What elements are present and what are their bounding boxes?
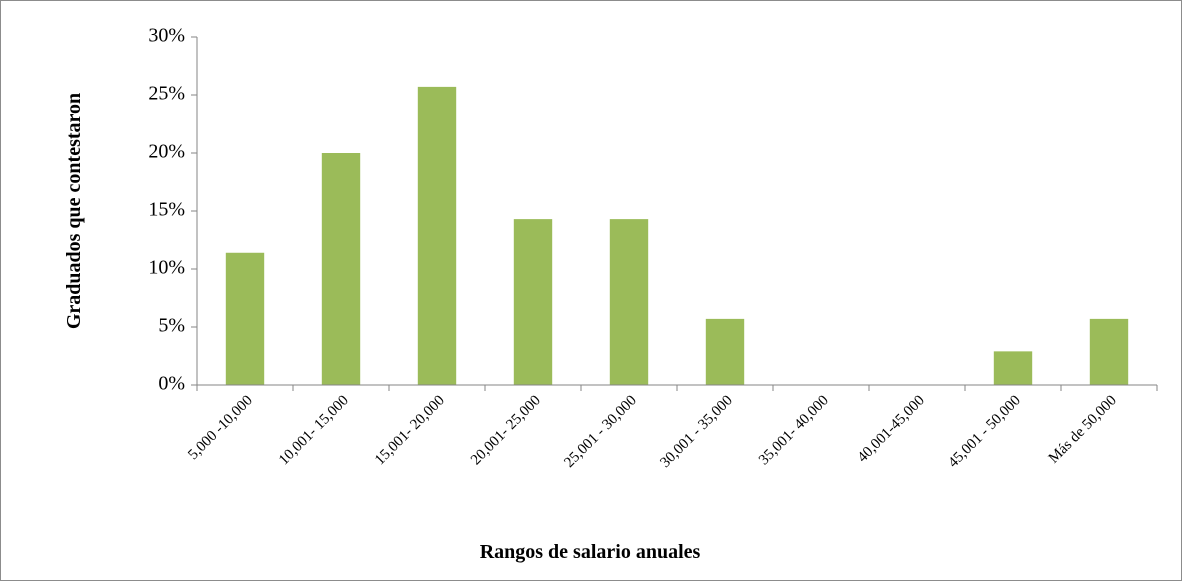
bar: [993, 351, 1033, 385]
y-tick-label: 30%: [148, 25, 185, 47]
y-tick-label: 10%: [148, 257, 185, 279]
y-tick-label: 20%: [148, 141, 185, 163]
y-tick-label: 15%: [148, 199, 185, 221]
bar: [705, 318, 745, 385]
bar: [609, 219, 649, 385]
bar: [225, 252, 265, 385]
y-tick-label: 5%: [158, 315, 185, 337]
bar: [321, 153, 361, 385]
y-tick-label: 0%: [158, 373, 185, 395]
y-axis-title: Graduados que contestaron: [63, 93, 85, 329]
bar: [417, 86, 457, 385]
bar: [513, 219, 553, 385]
y-tick-label: 25%: [148, 83, 185, 105]
bar: [1089, 318, 1129, 385]
x-axis-title: Rangos de salario anuales: [480, 541, 701, 563]
